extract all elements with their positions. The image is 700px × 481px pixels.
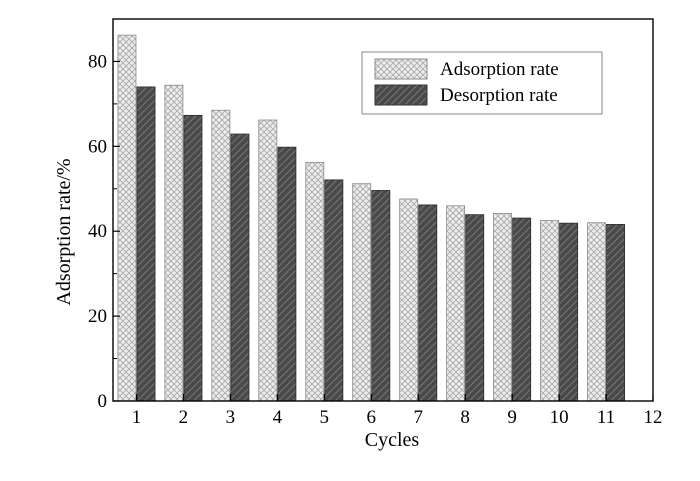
plot-frame bbox=[112, 18, 654, 402]
desorption-bar-1 bbox=[136, 86, 156, 402]
y-tick-label-60: 60 bbox=[88, 136, 107, 157]
x-tick-label-7: 7 bbox=[413, 407, 423, 428]
y-tick-label-80: 80 bbox=[88, 51, 107, 72]
desorption-bar-9 bbox=[512, 217, 532, 402]
x-tick-label-1: 1 bbox=[132, 407, 142, 428]
desorption-bar-11 bbox=[606, 224, 626, 402]
adsorption-bar-1 bbox=[117, 34, 137, 402]
adsorption-bar-7 bbox=[399, 198, 419, 402]
x-tick-label-6: 6 bbox=[367, 407, 377, 428]
desorption-bar-5 bbox=[324, 179, 344, 402]
x-tick-label-2: 2 bbox=[179, 407, 189, 428]
adsorption-bar-11 bbox=[587, 222, 606, 402]
desorption-bar-4 bbox=[277, 146, 297, 402]
y-tick-label-40: 40 bbox=[88, 221, 107, 242]
desorption-bar-10 bbox=[559, 222, 579, 402]
desorption-bar-6 bbox=[371, 190, 391, 402]
adsorption-bar-10 bbox=[540, 220, 559, 402]
adsorption-bar-9 bbox=[493, 212, 513, 402]
x-tick-label-10: 10 bbox=[550, 407, 569, 428]
x-tick-label-4: 4 bbox=[273, 407, 283, 428]
desorption-bar-7 bbox=[418, 204, 438, 402]
legend: Adsorption rate Desorption rate bbox=[361, 51, 603, 115]
desorption-bar-8 bbox=[465, 214, 485, 402]
bars-layer bbox=[117, 34, 626, 402]
x-axis-title: Cycles bbox=[365, 429, 420, 451]
y-tick-label-20: 20 bbox=[88, 306, 107, 327]
x-tick-label-12: 12 bbox=[644, 407, 663, 428]
x-tick-label-9: 9 bbox=[507, 407, 517, 428]
legend-swatch-desorption bbox=[374, 84, 428, 106]
adsorption-bar-5 bbox=[305, 162, 325, 402]
x-tick-label-3: 3 bbox=[226, 407, 236, 428]
legend-swatch-adsorption bbox=[374, 58, 428, 80]
adsorption-bar-2 bbox=[164, 84, 184, 402]
adsorption-bar-6 bbox=[352, 183, 372, 402]
y-tick-label-0: 0 bbox=[98, 391, 108, 412]
legend-label-adsorption: Adsorption rate bbox=[440, 59, 559, 80]
desorption-bar-2 bbox=[183, 114, 203, 402]
x-tick-label-5: 5 bbox=[320, 407, 330, 428]
adsorption-bar-4 bbox=[258, 119, 278, 402]
x-tick-label-11: 11 bbox=[597, 407, 615, 428]
legend-label-desorption: Desorption rate bbox=[440, 85, 558, 106]
y-axis-title: Adsorption rate/% bbox=[53, 158, 75, 305]
desorption-bar-3 bbox=[230, 133, 250, 402]
adsorption-bar-8 bbox=[446, 205, 466, 402]
adsorption-bar-3 bbox=[211, 109, 231, 402]
x-tick-label-8: 8 bbox=[460, 407, 470, 428]
